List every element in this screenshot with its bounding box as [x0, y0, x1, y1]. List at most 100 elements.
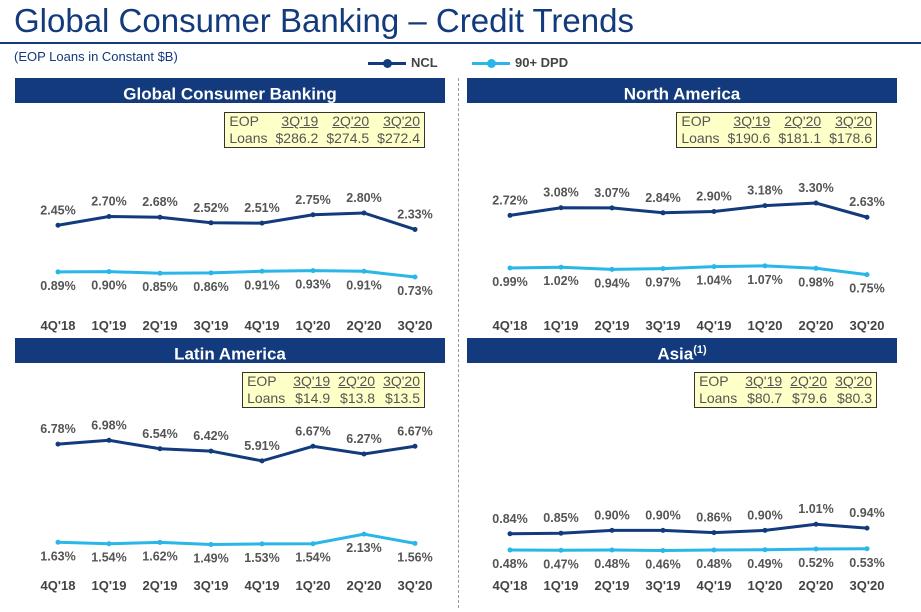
x-tick-label: 1Q'20	[296, 578, 331, 593]
dpd-point	[55, 269, 61, 275]
x-tick-label: 1Q'20	[748, 318, 783, 333]
dpd-point	[55, 539, 61, 545]
ncl-point	[864, 214, 870, 220]
legend-ncl-swatch	[368, 59, 406, 68]
panel-header: Global Consumer Banking	[15, 78, 445, 104]
dpd-data-label: 0.93%	[295, 278, 330, 292]
ncl-point	[157, 446, 163, 452]
ncl-data-label: 0.94%	[849, 506, 884, 520]
page-subtitle: (EOP Loans in Constant $B)	[14, 49, 178, 64]
dpd-point	[864, 272, 870, 278]
ncl-data-label: 3.30%	[798, 181, 833, 195]
eop-period: 3Q'20	[835, 373, 872, 389]
dpd-data-label: 1.54%	[91, 551, 126, 565]
ncl-data-label: 2.72%	[492, 193, 527, 207]
ncl-point	[412, 443, 418, 449]
ncl-data-label: 2.90%	[696, 190, 731, 204]
panel-footnote: (1)	[693, 344, 707, 356]
x-tick-label: 1Q'19	[92, 578, 127, 593]
dpd-series-line	[57, 269, 416, 279]
eop-value: $13.5	[384, 390, 420, 406]
dpd-point	[412, 274, 418, 280]
ncl-point	[558, 205, 564, 211]
eop-period: 2Q'20	[784, 113, 822, 129]
eop-period: 3Q'20	[835, 113, 872, 129]
dpd-data-label: 0.86%	[193, 280, 228, 294]
eop-loans-table: EOP 3Q'19 2Q'20 3Q'20 Loans $14.9 $13.8 …	[242, 372, 425, 408]
ncl-point	[361, 210, 367, 216]
dpd-point	[660, 266, 666, 272]
ncl-point	[310, 443, 316, 449]
dpd-point	[259, 541, 265, 547]
eop-period: 2Q'20	[790, 373, 828, 389]
x-tick-label: 3Q'19	[194, 578, 229, 593]
chart-svg: 0.84% 0.85% 0.90% 0.90% 0.86% 0.90% 1.01% 0.94%…	[492, 502, 885, 593]
ncl-point	[507, 531, 513, 537]
dpd-point	[813, 546, 819, 552]
eop-period: 3Q'20	[383, 373, 420, 389]
x-tick-label: 2Q'19	[595, 318, 630, 333]
ncl-data-label: 1.01%	[798, 502, 833, 516]
dpd-data-label: 1.54%	[295, 551, 330, 565]
x-tick-label: 4Q'18	[493, 318, 528, 333]
panel-title: Asia	[657, 344, 694, 364]
x-tick-label: 2Q'20	[799, 578, 834, 593]
eop-label: EOP	[699, 373, 729, 389]
ncl-data-label: 2.52%	[193, 201, 228, 215]
ncl-data-label: 0.90%	[747, 508, 782, 522]
ncl-point	[208, 448, 214, 454]
ncl-data-label: 0.85%	[543, 511, 578, 525]
eop-value: $14.9	[295, 390, 331, 406]
dpd-point	[361, 531, 367, 537]
dpd-data-label: 0.91%	[346, 278, 381, 292]
x-tick-label: 3Q'19	[646, 578, 681, 593]
dpd-data-label: 2.13%	[346, 541, 381, 555]
eop-period: 3Q'20	[383, 113, 420, 129]
x-tick-label: 1Q'20	[748, 578, 783, 593]
ncl-series-line	[57, 211, 416, 231]
eop-period: 3Q'19	[293, 373, 331, 389]
dpd-data-label: 0.85%	[142, 280, 177, 294]
x-tick-label: 4Q'19	[697, 578, 732, 593]
x-tick-label: 2Q'19	[595, 578, 630, 593]
x-tick-label: 2Q'19	[143, 578, 178, 593]
x-tick-label: 3Q'20	[850, 318, 885, 333]
x-tick-label: 3Q'20	[850, 578, 885, 593]
x-tick-label: 2Q'20	[347, 318, 382, 333]
dpd-point	[157, 270, 163, 276]
x-tick-label: 4Q'19	[245, 318, 280, 333]
dpd-data-label: 0.73%	[397, 284, 432, 298]
eop-loans-table: EOP 3Q'19 2Q'20 3Q'20 Loans $80.7 $79.6 …	[694, 372, 877, 408]
dpd-point	[609, 266, 615, 272]
ncl-data-label: 2.70%	[91, 195, 126, 209]
dpd-data-label: 1.56%	[397, 550, 432, 564]
dpd-data-label: 1.07%	[747, 273, 782, 287]
ncl-point	[361, 451, 367, 457]
ncl-data-label: 0.84%	[492, 512, 527, 526]
panel-title: North America	[623, 84, 741, 104]
dpd-point	[711, 547, 717, 553]
dpd-data-label: 1.02%	[543, 274, 578, 288]
x-tick-label: 4Q'18	[493, 578, 528, 593]
x-tick-label: 1Q'19	[92, 318, 127, 333]
x-tick-label: 4Q'19	[245, 578, 280, 593]
ncl-point	[259, 220, 265, 226]
eop-value: $80.7	[747, 390, 783, 406]
ncl-point	[813, 521, 819, 527]
legend-dpd-swatch	[472, 59, 510, 68]
x-tick-label: 2Q'19	[143, 318, 178, 333]
panel-divider	[458, 78, 459, 608]
dpd-point	[361, 268, 367, 274]
eop-period: 3Q'19	[281, 113, 319, 129]
ncl-data-label: 2.33%	[397, 207, 432, 221]
ncl-point	[711, 530, 717, 536]
ncl-data-label: 2.45%	[40, 203, 75, 217]
dpd-data-label: 0.53%	[849, 556, 884, 570]
loans-label: Loans	[681, 130, 720, 146]
ncl-data-label: 2.68%	[142, 195, 177, 209]
ncl-data-label: 0.90%	[594, 508, 629, 522]
x-tick-label: 1Q'19	[544, 578, 579, 593]
ncl-point	[310, 212, 316, 218]
dpd-data-label: 0.46%	[645, 558, 680, 572]
dpd-data-label: 1.04%	[696, 274, 731, 288]
